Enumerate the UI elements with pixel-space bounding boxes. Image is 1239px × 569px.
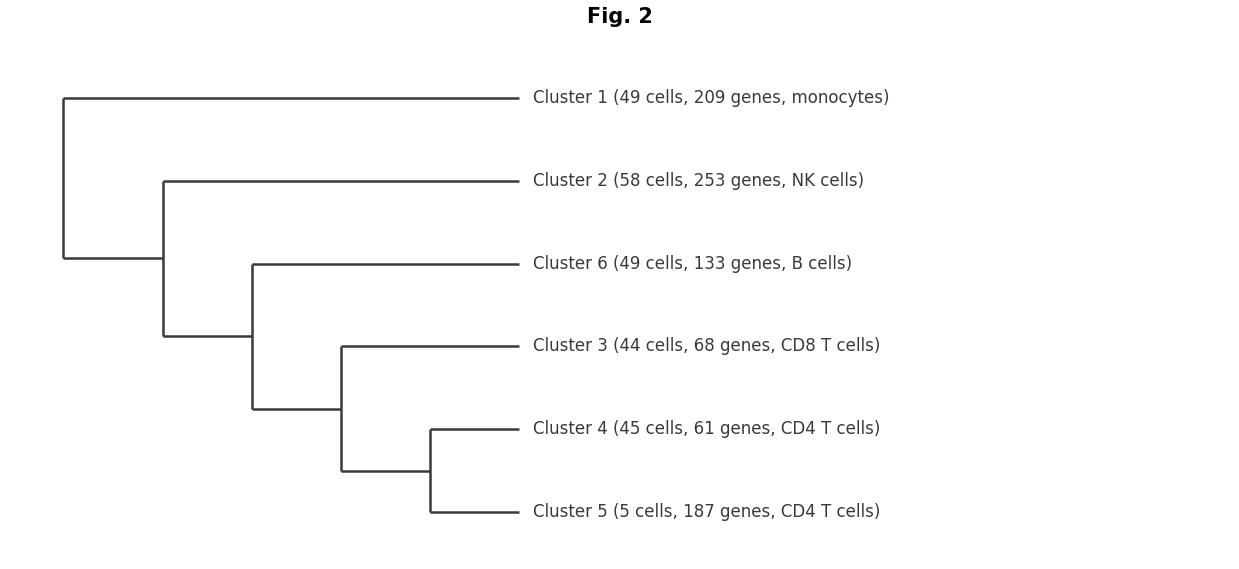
Text: Cluster 2 (58 cells, 253 genes, NK cells): Cluster 2 (58 cells, 253 genes, NK cells… bbox=[533, 172, 864, 189]
Text: Cluster 4 (45 cells, 61 genes, CD4 T cells): Cluster 4 (45 cells, 61 genes, CD4 T cel… bbox=[533, 420, 880, 438]
Text: Cluster 5 (5 cells, 187 genes, CD4 T cells): Cluster 5 (5 cells, 187 genes, CD4 T cel… bbox=[533, 504, 880, 521]
Text: Cluster 1 (49 cells, 209 genes, monocytes): Cluster 1 (49 cells, 209 genes, monocyte… bbox=[533, 89, 890, 106]
Title: Fig. 2: Fig. 2 bbox=[586, 7, 653, 27]
Text: Cluster 3 (44 cells, 68 genes, CD8 T cells): Cluster 3 (44 cells, 68 genes, CD8 T cel… bbox=[533, 337, 880, 356]
Text: Cluster 6 (49 cells, 133 genes, B cells): Cluster 6 (49 cells, 133 genes, B cells) bbox=[533, 254, 851, 273]
